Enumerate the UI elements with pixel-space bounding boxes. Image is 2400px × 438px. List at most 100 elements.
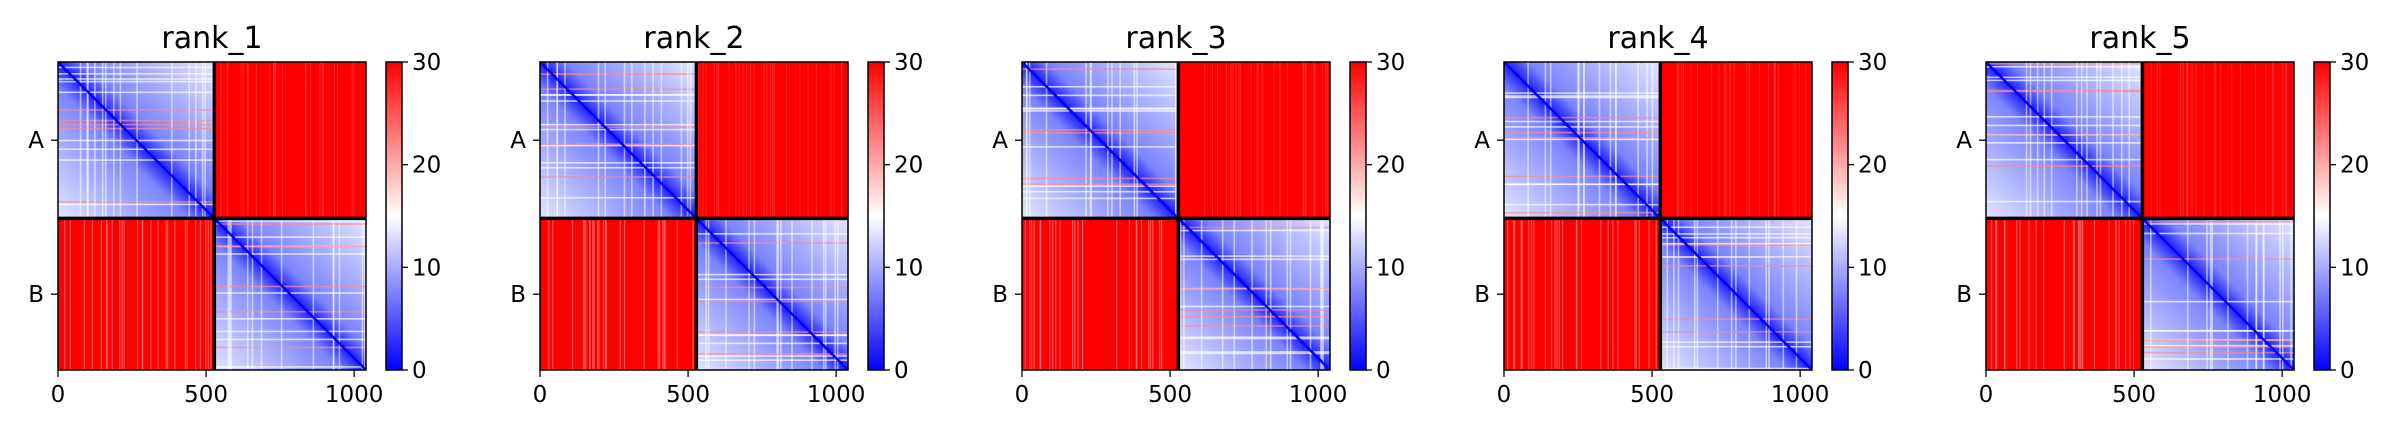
- stripe: [777, 218, 779, 370]
- stripe: [1660, 243, 1812, 245]
- streak: [137, 218, 138, 370]
- stripe: [1673, 218, 1675, 370]
- streak: [122, 218, 123, 370]
- stripe: [540, 176, 696, 178]
- streak: [2192, 62, 2193, 218]
- streak: [1805, 62, 1806, 218]
- stripe: [2142, 258, 2294, 260]
- y-tick-label: B: [992, 282, 1008, 308]
- colorbar-gradient: [1832, 62, 1848, 370]
- stripe: [631, 62, 633, 218]
- panel-title: rank_3: [1125, 21, 1226, 56]
- streak: [112, 218, 113, 370]
- streak: [174, 218, 175, 370]
- stripe: [1026, 62, 1028, 218]
- heatmap: [58, 62, 367, 370]
- stripe: [791, 218, 793, 370]
- streak: [1533, 218, 1534, 370]
- streak: [1322, 62, 1323, 218]
- y-tick-label: A: [992, 128, 1008, 154]
- stripe: [1550, 62, 1552, 218]
- streak: [584, 218, 585, 370]
- stripe: [1022, 183, 1178, 185]
- stripe: [780, 218, 782, 370]
- stripe: [58, 204, 214, 206]
- stripe: [362, 218, 364, 370]
- stripe: [2142, 223, 2294, 225]
- streak: [662, 218, 663, 370]
- streak: [2157, 62, 2158, 218]
- stripe: [696, 233, 848, 235]
- y-tick-label: A: [1956, 128, 1972, 154]
- colorbar-tick-label: 20: [1858, 153, 1887, 179]
- stripe: [1717, 218, 1719, 370]
- streak: [2080, 218, 2081, 370]
- stripe: [214, 221, 366, 223]
- streak: [1556, 218, 1557, 370]
- streak: [1240, 62, 1241, 218]
- stripe: [252, 218, 254, 370]
- streak: [1991, 218, 1992, 370]
- streak: [2186, 62, 2187, 218]
- colorbar-tick-label: 0: [1858, 358, 1873, 384]
- streak: [64, 218, 65, 370]
- streak: [2214, 62, 2215, 218]
- streak: [808, 62, 809, 218]
- colorbar-gradient: [1350, 62, 1366, 370]
- streak: [1531, 218, 1532, 370]
- streak: [1257, 62, 1258, 218]
- block-A-B: [1178, 62, 1330, 218]
- streak: [1608, 218, 1609, 370]
- stripe: [811, 218, 813, 370]
- streak: [1238, 62, 1239, 218]
- block-B-B: [214, 218, 366, 370]
- stripe: [2206, 218, 2208, 370]
- colorbar: 0102030: [386, 50, 441, 384]
- colorbar-tick-label: 0: [412, 358, 427, 384]
- stripe: [2044, 62, 2046, 218]
- colorbar: 0102030: [1350, 50, 1405, 384]
- y-tick-label: B: [1956, 282, 1972, 308]
- stripe: [1222, 218, 1224, 370]
- streak: [282, 62, 283, 218]
- stripe: [58, 120, 214, 122]
- streak: [2151, 62, 2152, 218]
- stripe: [2128, 62, 2130, 218]
- streak: [106, 218, 107, 370]
- streak: [2255, 62, 2256, 218]
- streak: [1528, 218, 1529, 370]
- x-tick-label: 500: [666, 382, 710, 408]
- stripe: [705, 218, 707, 370]
- streak: [1326, 62, 1327, 218]
- streak: [157, 218, 158, 370]
- streak: [772, 62, 773, 218]
- stripe: [1022, 178, 1178, 180]
- stripe: [195, 62, 197, 218]
- streak: [770, 62, 771, 218]
- stripe: [87, 62, 89, 218]
- streak: [1799, 62, 1800, 218]
- streak: [273, 62, 274, 218]
- block-B-B: [1178, 218, 1330, 370]
- cell-fill: [2142, 62, 2294, 218]
- streak: [2133, 218, 2134, 370]
- heatmap: [540, 62, 848, 370]
- stripe: [2142, 221, 2294, 223]
- block-A-A: [540, 62, 696, 218]
- stripe: [1119, 62, 1121, 218]
- block-A-B: [214, 62, 366, 218]
- streak: [677, 218, 678, 370]
- stripe: [748, 218, 750, 370]
- streak: [589, 218, 590, 370]
- block-B-B: [1660, 218, 1812, 370]
- streak: [1279, 62, 1280, 218]
- streak: [1768, 62, 1769, 218]
- streak: [2265, 62, 2266, 218]
- streak: [1129, 218, 1130, 370]
- streak: [2272, 62, 2273, 218]
- streak: [167, 218, 168, 370]
- stripe: [547, 62, 549, 218]
- streak: [1681, 62, 1682, 218]
- colorbar-tick-label: 20: [412, 153, 441, 179]
- x-tick-label: 0: [1497, 382, 1512, 408]
